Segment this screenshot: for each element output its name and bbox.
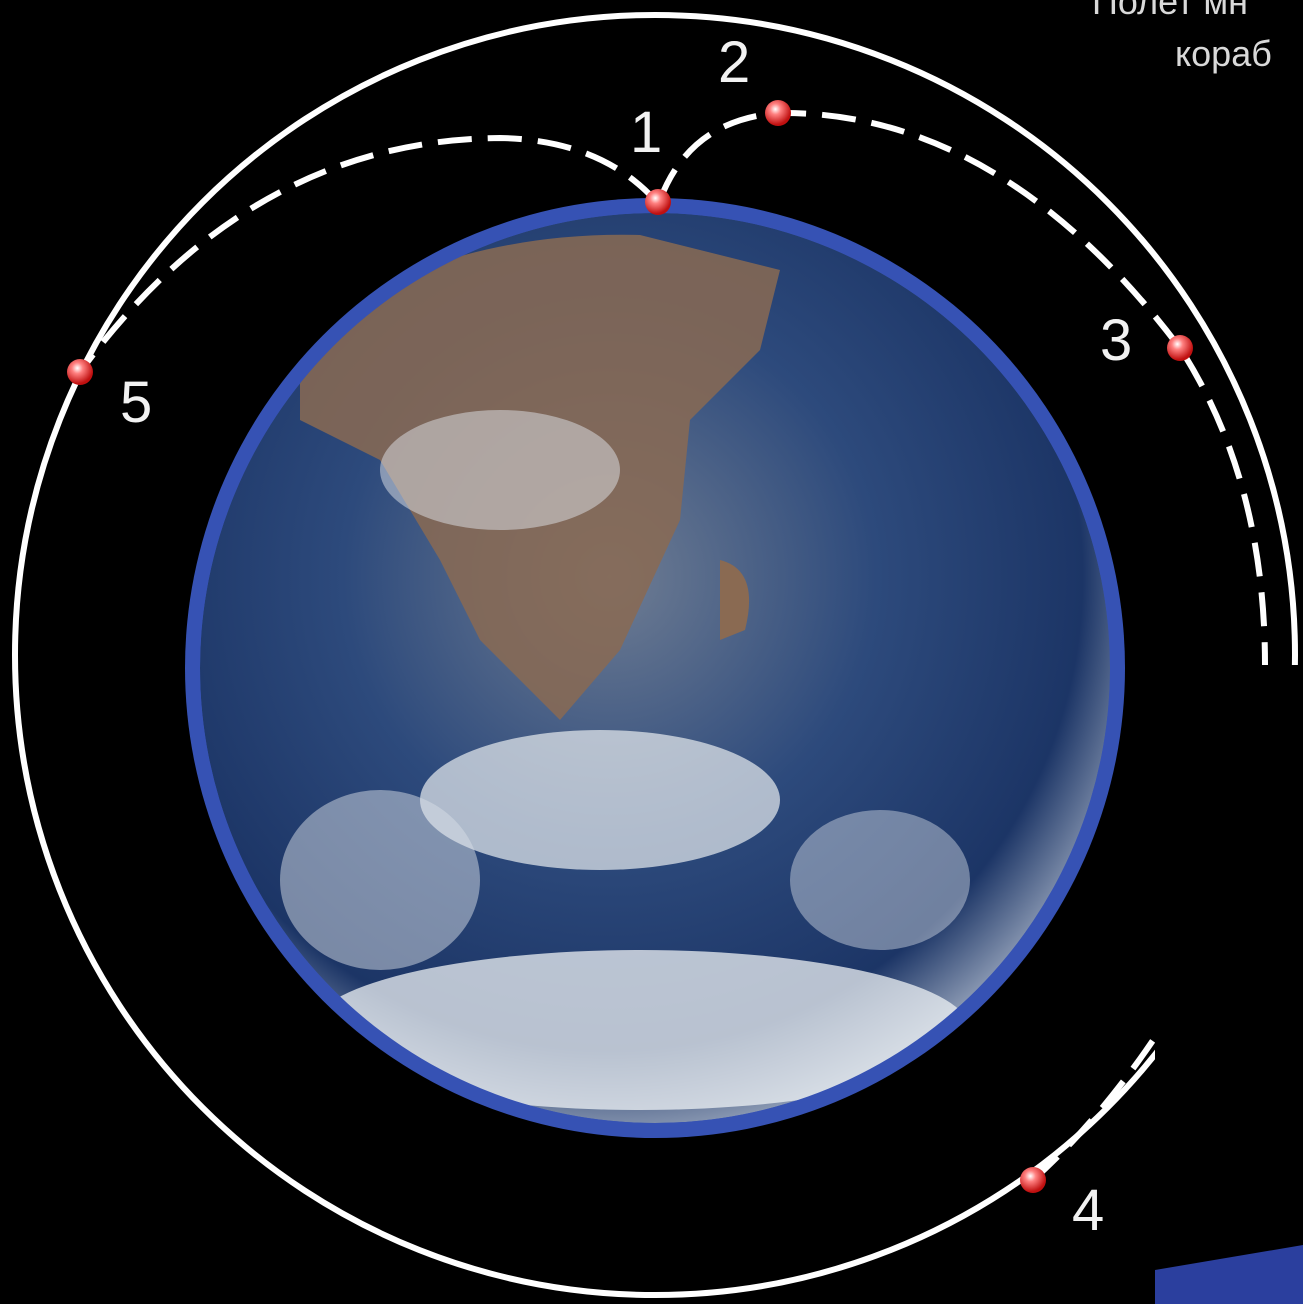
point-label: 4 [1072, 1178, 1104, 1243]
overlay-shape [1155, 1245, 1303, 1304]
point-label: 5 [120, 370, 152, 435]
point-marker [1167, 335, 1193, 361]
point-marker [645, 189, 671, 215]
point-marker [1020, 1167, 1046, 1193]
trajectory-points [67, 100, 1193, 1193]
trajectory [77, 109, 1268, 1183]
point-label: 1 [630, 100, 662, 165]
point-label: 2 [718, 30, 750, 95]
earth [200, 213, 1110, 1123]
point-label: 3 [1100, 308, 1132, 373]
caption: Полет мн [1092, 0, 1248, 22]
point-marker [67, 359, 93, 385]
overlay-panel [1155, 665, 1303, 1304]
point-marker [765, 100, 791, 126]
caption: кораб [1175, 33, 1272, 74]
orbit [12, 12, 1298, 1298]
